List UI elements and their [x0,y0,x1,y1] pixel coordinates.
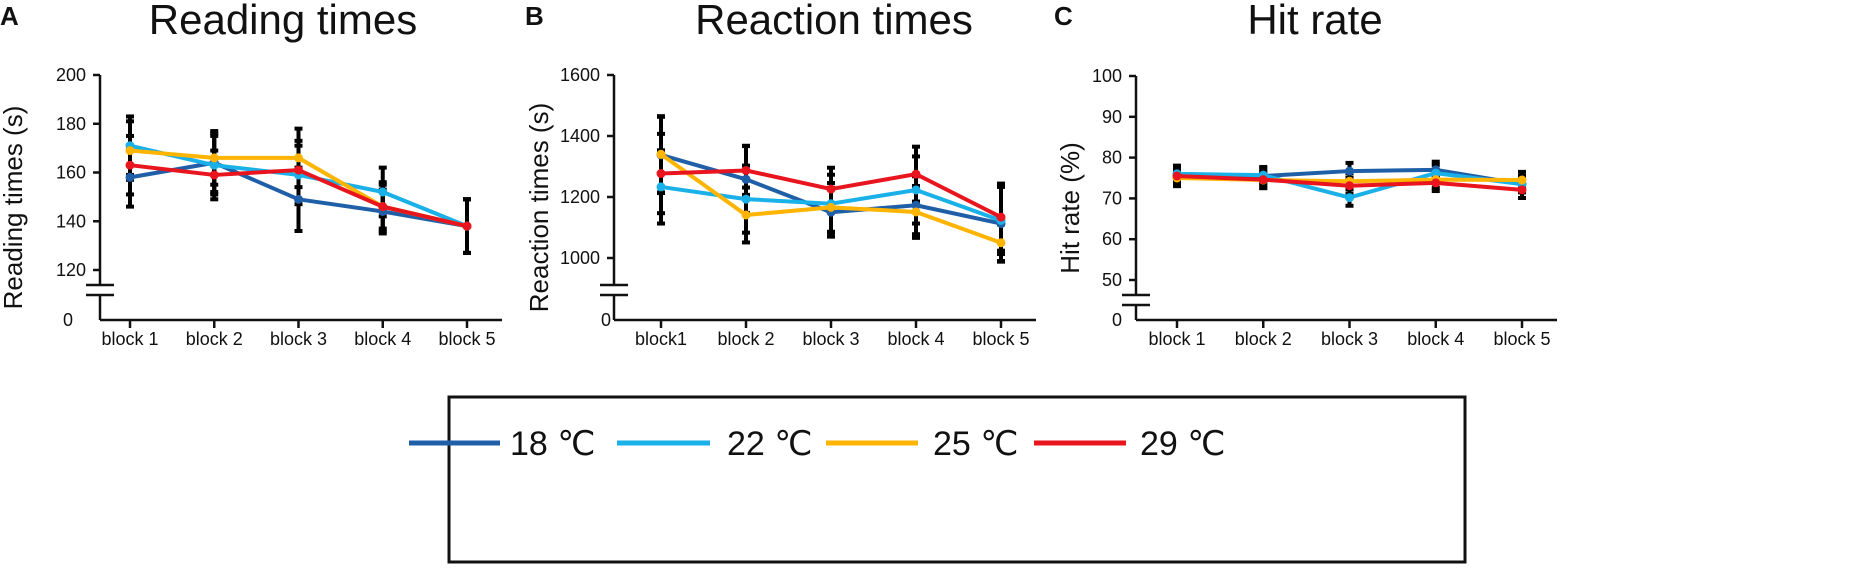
legend-item: 29 ℃ [1034,425,1225,463]
panel-letter: B [525,1,544,31]
data-point [656,149,666,159]
data-point [656,169,666,179]
legend-label: 29 ℃ [1140,425,1225,463]
legend-item: 25 ℃ [826,425,1018,463]
legend-box [447,395,1467,564]
y-tick-label: 80 [1102,148,1122,168]
data-point [209,153,219,163]
x-tick-label: block 3 [802,329,859,349]
data-point [1258,175,1268,185]
data-point [1431,168,1441,178]
data-point [462,221,472,231]
data-point [826,184,836,194]
x-tick-label: block 3 [270,329,327,349]
y-tick-label-zero: 0 [601,310,611,330]
x-tick-label: block 2 [1235,329,1292,349]
series-3 [1172,171,1527,195]
series-3 [125,160,472,231]
data-point [294,165,303,175]
y-axis-label: Reading times (s) [0,106,28,310]
y-axis-label: Hit rate (%) [1055,142,1085,273]
series-2 [656,149,1006,248]
x-tick-label: block 3 [1321,329,1378,349]
y-tick-label: 1600 [560,65,600,85]
y-tick-label-zero: 0 [1112,310,1122,330]
data-point [996,212,1006,222]
x-tick-label: block 2 [717,329,774,349]
data-point [209,170,219,180]
legend-label: 18 ℃ [510,425,595,463]
y-tick-label: 60 [1102,229,1122,249]
panel-b: B Reaction times Reaction times (s) 1000 120… [524,0,1036,349]
x-tick-label: block 4 [887,329,944,349]
legend-label: 22 ℃ [727,425,812,463]
y-tick-label: 100 [1092,66,1122,86]
data-point [1517,175,1527,185]
panel-title: Hit rate [1247,0,1382,43]
panel-title: Reaction times [695,0,973,43]
legend: 18 ℃ 22 ℃ 25 ℃ 29 ℃ [409,395,1467,564]
data-point [378,202,388,212]
data-point [911,185,921,195]
legend-item: 18 ℃ [409,425,595,463]
x-tick-label: block1 [635,329,687,349]
series-3 [656,165,1006,222]
data-point [741,174,751,184]
data-point [1345,193,1354,203]
panel-c: C Hit rate Hit rate (%) 50 60 70 80 90 100 0 block… [1054,0,1557,349]
data-point [741,210,751,220]
data-point [125,146,135,156]
y-tick-label: 50 [1102,270,1122,290]
data-point [911,200,921,210]
panel-letter: C [1054,1,1073,31]
x-tick-label: block 5 [1493,329,1550,349]
data-point [741,165,751,175]
data-point [911,207,921,217]
x-tick-label: block 5 [438,329,495,349]
data-point [378,187,388,197]
y-tick-label-zero: 0 [63,310,73,330]
data-point [826,202,836,212]
y-tick-label: 1200 [560,187,600,207]
legend-label: 25 ℃ [933,425,1018,463]
y-tick-label: 70 [1102,188,1122,208]
x-tick-label: block 2 [186,329,243,349]
data-point [209,160,219,170]
y-tick-label: 160 [56,163,86,183]
y-tick-label: 1000 [560,248,600,268]
y-tick-label: 120 [56,260,86,280]
x-tick-label: block 1 [101,329,158,349]
y-tick-label: 140 [56,211,86,231]
y-tick-label: 1400 [560,126,600,146]
panel-letter: A [0,1,19,31]
data-point [125,172,135,182]
y-tick-label: 90 [1102,107,1122,127]
panel-a: A Reading times Reading times (s) 120 140 160… [0,0,502,349]
x-tick-label: block 4 [354,329,411,349]
data-point [996,238,1006,248]
data-point [1345,181,1354,191]
error-bars [126,114,471,255]
x-tick-label: block 5 [972,329,1029,349]
legend-item: 22 ℃ [617,425,812,463]
panel-title: Reading times [149,0,417,43]
data-point [294,153,303,163]
data-point [741,194,751,204]
data-point [1345,166,1354,176]
x-tick-label: block 4 [1407,329,1464,349]
data-point [125,160,135,170]
x-tick-label: block 1 [1148,329,1205,349]
data-point [1517,185,1527,195]
data-point [911,169,921,179]
data-point [656,182,666,192]
y-tick-label: 180 [56,114,86,134]
data-point [1431,178,1441,188]
data-point [294,194,303,204]
data-point [1172,171,1182,181]
y-tick-label: 200 [56,65,86,85]
y-axis-label: Reaction times (s) [524,103,554,313]
